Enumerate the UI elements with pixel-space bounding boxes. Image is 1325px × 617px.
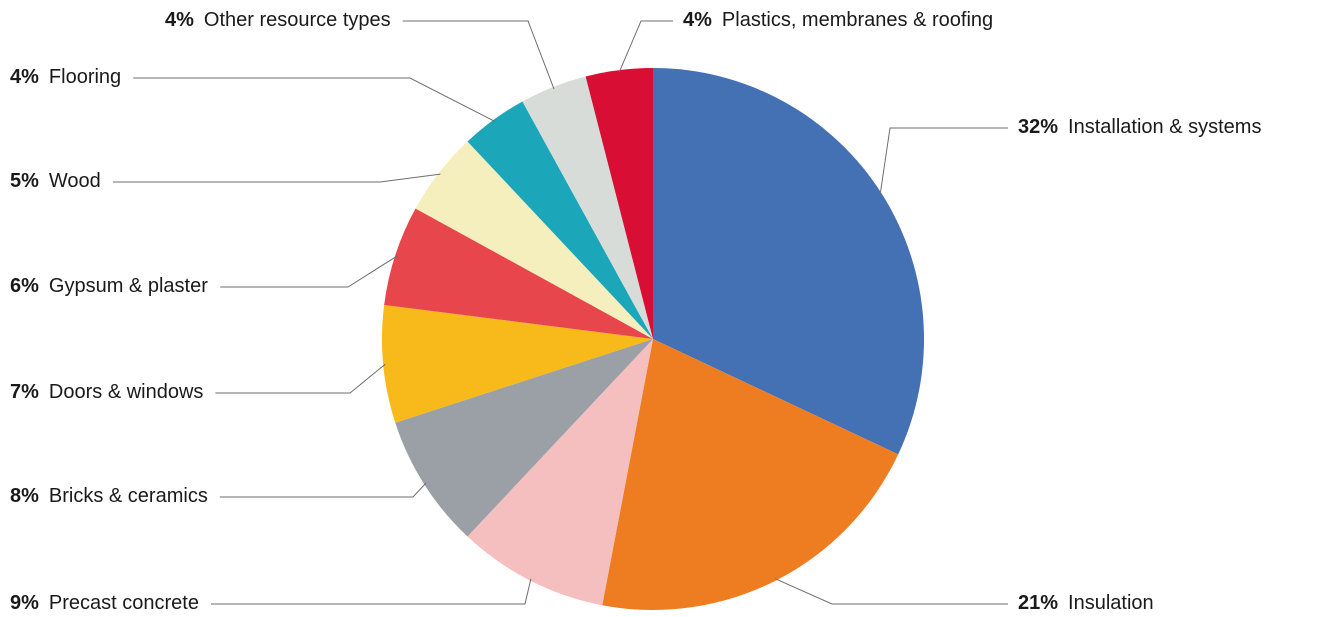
slice-value-label: 4% [10, 66, 39, 88]
slice-category-label: Doors & windows [49, 381, 204, 403]
leader-line-installation-systems [879, 127, 1008, 195]
slice-label-flooring: 4% Flooring [10, 66, 121, 88]
leader-line-doors-windows [215, 363, 386, 394]
slice-label-plastics-membranes-roofing: 4% Plastics, membranes & roofing [683, 9, 993, 31]
pie-slice-insulation [602, 339, 899, 611]
slice-category-label: Precast concrete [49, 592, 199, 614]
leader-line-plastics-membranes-roofing [618, 20, 673, 73]
slice-category-label: Bricks & ceramics [49, 485, 208, 507]
pie-slice-flooring [467, 101, 653, 340]
pie-slice-gypsum-plaster [384, 208, 653, 339]
slice-label-installation-systems: 32% Installation & systems [1018, 116, 1261, 138]
slice-value-label: 21% [1018, 592, 1058, 614]
leader-line-wood [112, 173, 441, 183]
slice-category-label: Wood [49, 170, 101, 192]
slice-value-label: 4% [683, 9, 712, 31]
slice-value-label: 5% [10, 170, 39, 192]
pie-slice-bricks-ceramics [395, 339, 653, 537]
slice-value-label: 4% [165, 9, 194, 31]
slice-category-label: Plastics, membranes & roofing [722, 9, 993, 31]
pie-slice-wood [415, 141, 653, 339]
slice-category-label: Installation & systems [1068, 116, 1261, 138]
pie-slice-doors-windows [382, 305, 653, 423]
pie-slice-installation-systems [653, 68, 925, 455]
leader-lines [112, 20, 1008, 605]
leader-line-bricks-ceramics [219, 482, 427, 498]
slice-label-bricks-ceramics: 8% Bricks & ceramics [10, 485, 208, 507]
slice-category-label: Flooring [49, 66, 121, 88]
slice-label-other-resource-types: 4% Other resource types [165, 9, 391, 31]
slice-value-label: 9% [10, 592, 39, 614]
leader-line-precast-concrete [211, 578, 532, 605]
pie-slice-precast-concrete [467, 339, 653, 606]
leader-line-insulation [774, 578, 1008, 605]
slice-category-label: Other resource types [204, 9, 391, 31]
slice-value-label: 8% [10, 485, 39, 507]
slice-category-label: Insulation [1068, 592, 1154, 614]
slice-label-doors-windows: 7% Doors & windows [10, 381, 203, 403]
slice-label-precast-concrete: 9% Precast concrete [10, 592, 199, 614]
pie-slice-other-resource-types [522, 76, 653, 339]
slice-label-wood: 5% Wood [10, 170, 101, 192]
leader-line-gypsum-plaster [220, 255, 398, 288]
slice-value-label: 6% [10, 275, 39, 297]
leader-line-other-resource-types [402, 20, 555, 90]
slice-value-label: 7% [10, 381, 39, 403]
slice-labels: 32% Installation & systems 21% Insulation 9%… [10, 9, 1261, 614]
pie-slice-plastics-membranes-roofing [585, 68, 653, 339]
slice-label-insulation: 21% Insulation [1018, 592, 1154, 614]
slice-value-label: 32% [1018, 116, 1058, 138]
pie-slices [382, 68, 925, 611]
slice-label-gypsum-plaster: 6% Gypsum & plaster [10, 275, 208, 297]
leader-line-flooring [133, 77, 496, 122]
slice-category-label: Gypsum & plaster [49, 275, 208, 297]
